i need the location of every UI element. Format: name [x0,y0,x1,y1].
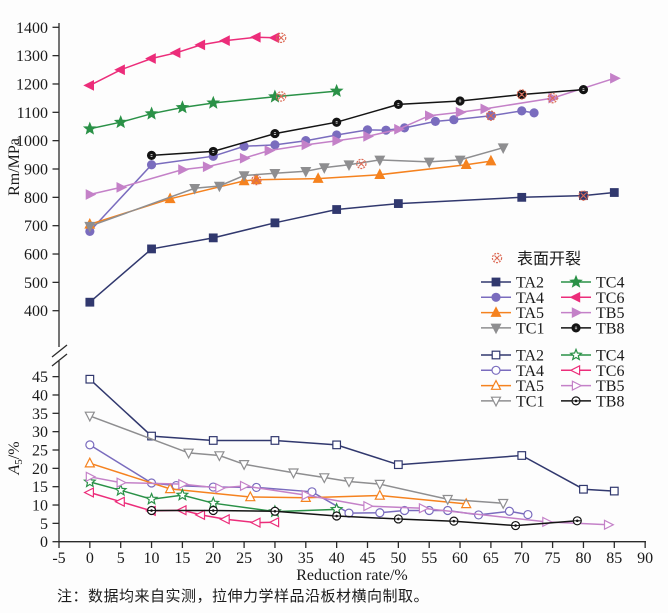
legend-label-TA2: TA2 [516,275,544,292]
svg-text:25: 25 [236,550,252,567]
svg-text:40: 40 [329,550,345,567]
axis-break-mark [51,353,68,367]
legend-entry-TA5-filled: TA5 [481,305,544,322]
svg-text:800: 800 [24,190,48,207]
axis-break-mark [51,344,68,358]
legend: 表面开裂TA2TA4TA5TC1TC4TC6TB5TB8TA2TA4TA5TC1… [481,250,624,410]
series-TB5-a5 [85,471,615,531]
svg-text:70: 70 [514,550,530,567]
legend-label-TA4: TA4 [516,290,544,307]
legend-entry-TA5-open: TA5 [481,378,544,395]
legend-entry-TA4-open: TA4 [481,363,544,380]
svg-text:50: 50 [390,550,406,567]
legend-entry-TA2-open: TA2 [481,348,544,365]
series-TC1-rm [84,143,509,233]
axes [51,23,646,548]
legend-label-TC6: TC6 [596,290,624,307]
series-TA2-rm [85,188,619,307]
svg-text:15: 15 [32,479,48,496]
series-TB5-rm [85,72,621,200]
svg-text:85: 85 [606,550,622,567]
svg-text:5: 5 [117,550,125,567]
legend-entry-TC1-filled: TC1 [481,320,544,337]
svg-text:45: 45 [32,369,48,386]
svg-text:900: 900 [24,162,48,179]
svg-text:1200: 1200 [16,76,48,93]
tick-labels: 4005006007008009001000110012001300140005… [16,20,653,567]
series-TC4-rm [82,83,344,135]
legend-label-TA2: TA2 [516,348,544,365]
series-TA5-rm [84,154,497,229]
legend-entry-TC4-open: TC4 [561,348,624,365]
svg-text:60: 60 [452,550,468,567]
svg-text:80: 80 [575,550,591,567]
legend-label-TA5: TA5 [516,305,544,322]
svg-text:75: 75 [545,550,561,567]
svg-text:0: 0 [86,550,94,567]
svg-text:90: 90 [637,550,653,567]
legend-label-TA5: TA5 [516,378,544,395]
y-axis-title-bottom: A5/% [6,441,25,475]
svg-text:30: 30 [32,424,48,441]
svg-text:1300: 1300 [16,48,48,65]
legend-label-TC1: TC1 [516,320,544,337]
figure-note: 注：数据均来自实测，拉伸力学样品沿板材横向制取。 [57,589,430,605]
svg-text:20: 20 [32,461,48,478]
y-axis-title-top: Rm/MPa [6,138,23,196]
series-TB8-a5 [146,505,582,531]
series-TC1-a5 [84,411,509,510]
series-TA2-a5 [85,374,619,496]
legend-label-TC4: TC4 [596,348,624,365]
svg-text:1000: 1000 [16,133,48,150]
legend-entry-TB5-open: TB5 [561,378,624,395]
svg-text:35: 35 [298,550,314,567]
legend-entry-TC6-filled: TC6 [561,290,624,307]
svg-text:25: 25 [32,443,48,460]
svg-text:1400: 1400 [16,20,48,37]
legend-label-TC1: TC1 [516,393,544,410]
legend-entry-TB8-filled: TB8 [561,320,624,337]
svg-text:45: 45 [360,550,376,567]
svg-text:35: 35 [32,406,48,423]
legend-label-TB8: TB8 [596,320,624,337]
svg-text:20: 20 [205,550,221,567]
svg-text:10: 10 [144,550,160,567]
svg-text:400: 400 [24,303,48,320]
legend-label-TB8: TB8 [596,393,624,410]
legend-entry-TC4-filled: TC4 [561,275,624,292]
series-TC6-a5 [83,487,280,528]
svg-text:-5: -5 [52,550,65,567]
legend-label-TB5: TB5 [596,305,624,322]
legend-entry-TC6-open: TC6 [561,363,624,380]
svg-text:0: 0 [40,534,48,551]
svg-text:55: 55 [421,550,437,567]
legend-crack-label: 表面开裂 [517,250,581,268]
series-TB8-rm [146,85,589,160]
svg-text:65: 65 [483,550,499,567]
svg-text:15: 15 [174,550,190,567]
svg-text:5: 5 [40,516,48,533]
svg-text:40: 40 [32,387,48,404]
legend-entry-TC1-open: TC1 [481,393,544,410]
legend-label-TA4: TA4 [516,363,544,380]
legend-label-TB5: TB5 [596,378,624,395]
legend-entry-TA2-filled: TA2 [481,275,544,292]
legend-entry-TB5-filled: TB5 [561,305,624,322]
svg-text:1100: 1100 [17,105,48,122]
svg-text:500: 500 [24,275,48,292]
svg-text:10: 10 [32,498,48,515]
series-TC6-rm [83,31,287,91]
x-axis-title: Reduction rate/% [296,567,408,584]
svg-text:600: 600 [24,247,48,264]
legend-label-TC4: TC4 [596,275,624,292]
legend-entry-TA4-filled: TA4 [481,290,544,307]
svg-text:30: 30 [267,550,283,567]
svg-text:700: 700 [24,218,48,235]
legend-label-TC6: TC6 [596,363,624,380]
legend-entry-TB8-open: TB8 [561,393,624,410]
